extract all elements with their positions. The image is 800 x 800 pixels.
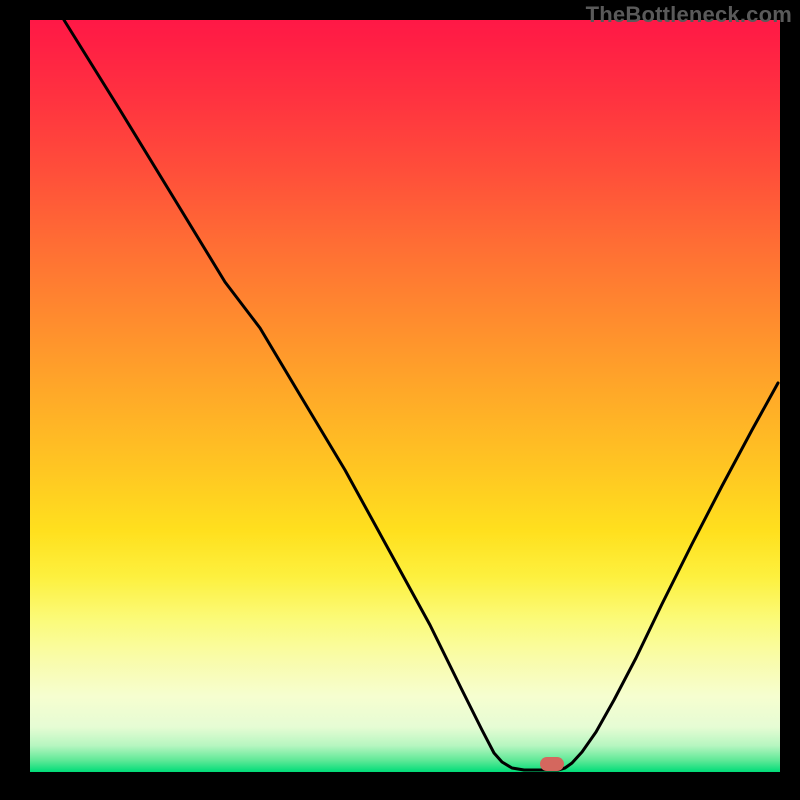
optimal-marker — [540, 757, 564, 771]
watermark-text: TheBottleneck.com — [586, 2, 792, 28]
bottleneck-curve — [0, 0, 800, 800]
chart-frame: TheBottleneck.com — [0, 0, 800, 800]
